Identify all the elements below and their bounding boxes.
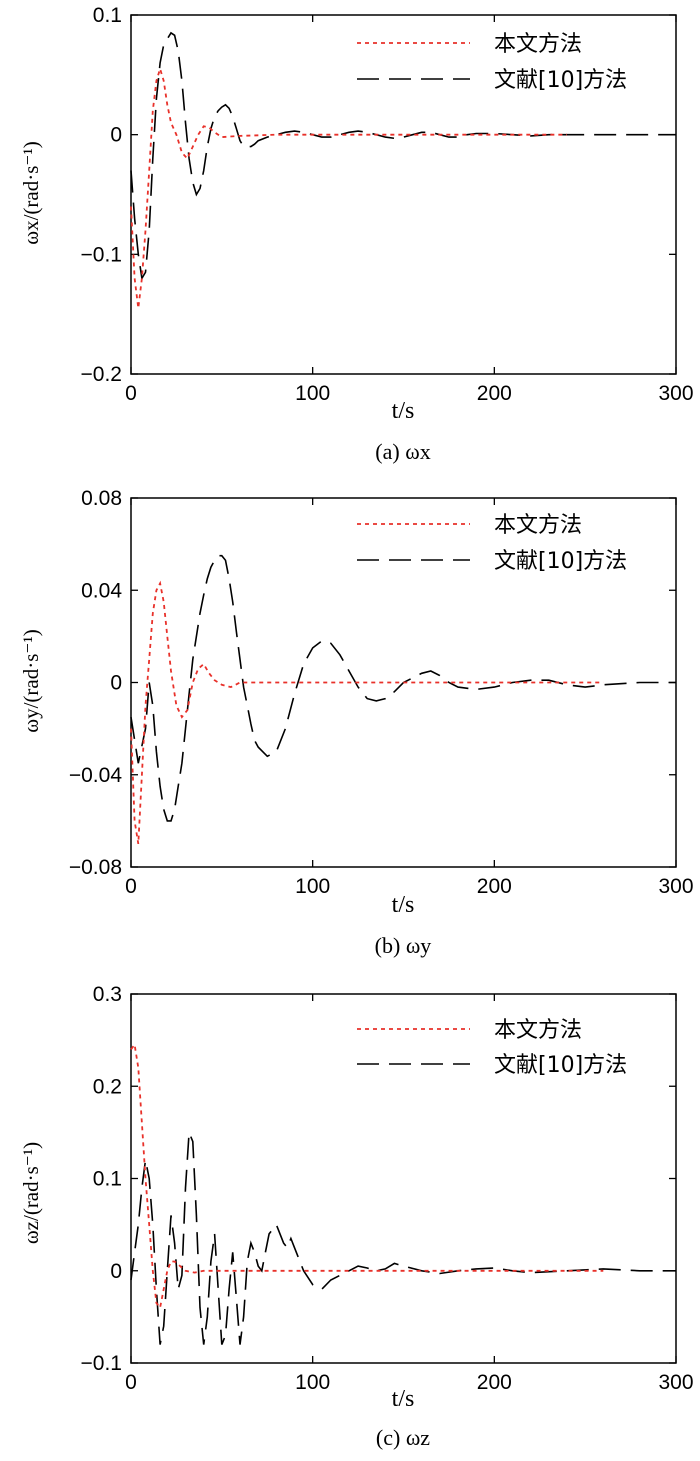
- y-axis-label: ωx/(rad·s⁻¹): [19, 141, 43, 245]
- axes-frame: [130, 14, 677, 375]
- subplot-a: 0 100 200 300 −0.2 −0.1 0 0.1 本文方法 文献[10]方法 t/s…: [0, 0, 700, 487]
- x-tick-label: 0: [125, 875, 137, 898]
- series-line-reference: [130, 1132, 676, 1345]
- y-tick-label: 0: [110, 1260, 122, 1283]
- x-tick-label: 200: [477, 875, 512, 898]
- x-tick-label: 200: [477, 1371, 512, 1394]
- series-line-proposed: [130, 65, 567, 309]
- axes-frame: [130, 993, 677, 1364]
- y-tick-label: 0: [110, 124, 122, 147]
- legend-proposed-label: 本文方法: [494, 32, 582, 57]
- series-line-reference: [130, 31, 676, 281]
- legend-reference-label: 文献[10]方法: [494, 549, 627, 574]
- subplot-caption: (a) ωx: [375, 439, 430, 464]
- y-tick-label: −0.04: [69, 764, 122, 787]
- y-tick-label: 0.3: [93, 983, 122, 1006]
- subplot-caption: (b) ωy: [375, 933, 432, 958]
- y-tick-label: −0.2: [81, 363, 122, 386]
- subplot-b: 0 100 200 300 −0.08 −0.04 0 0.04 0.08 本文方法 文献[10…: [0, 487, 700, 974]
- legend-c: 本文方法 文献[10]方法: [357, 1018, 627, 1078]
- y-tick-label: 0.2: [93, 1075, 122, 1098]
- x-tick-label: 0: [125, 382, 137, 405]
- y-tick-label: −0.08: [69, 856, 122, 879]
- series-line-proposed: [130, 1042, 604, 1310]
- legend-a: 本文方法 文献[10]方法: [357, 32, 627, 93]
- y-tick-label: 0.1: [93, 1168, 122, 1191]
- legend-reference-label: 文献[10]方法: [494, 68, 627, 93]
- legend-proposed-label: 本文方法: [494, 1018, 582, 1043]
- y-tick-label: 0.04: [81, 579, 122, 602]
- y-tick-label: −0.1: [81, 243, 122, 266]
- x-tick-label: 100: [295, 382, 330, 405]
- x-axis-label: t/s: [392, 398, 415, 424]
- series-line-reference: [130, 554, 676, 822]
- plot-area-c: 0 100 200 300−0.100.10.20.3: [81, 983, 694, 1394]
- legend-b: 本文方法 文献[10]方法: [357, 513, 627, 574]
- x-tick-label: 300: [658, 875, 693, 898]
- chart-a-svg: 0 100 200 300 −0.2 −0.1 0 0.1 本文方法 文献[10]方法 t/s…: [19, 4, 694, 464]
- subplot-c: 0 100 200 300 −0.1 0 0.1 0.2 0.3 本文方法 文献[10]方法 t…: [0, 974, 700, 1461]
- x-tick-label: 300: [658, 1371, 693, 1394]
- chart-b-svg: 0 100 200 300 −0.08 −0.04 0 0.04 0.08 本文方法 文献[10…: [19, 487, 694, 958]
- plot-area-b: 0 100 200 300 −0.08 −0.04 0 0.04 0.08: [69, 487, 694, 898]
- legend-reference-label: 文献[10]方法: [494, 1053, 627, 1078]
- plot-area-a: 0 100 200 300 −0.2 −0.1 0 0.1: [81, 4, 694, 405]
- x-tick-label: 0: [125, 1371, 137, 1394]
- legend-proposed-label: 本文方法: [494, 513, 582, 538]
- chart-c-svg: 0 100 200 300−0.100.10.20.3 本文方法 文献[10]方法 t…: [19, 983, 694, 1450]
- x-tick-label: 100: [295, 875, 330, 898]
- x-tick-label: 100: [295, 1371, 330, 1394]
- y-tick-label: 0: [110, 672, 122, 695]
- y-axis-label: ωz/(rad·s⁻¹): [19, 1142, 43, 1244]
- subplot-caption: (c) ωz: [376, 1425, 430, 1450]
- y-tick-label: 0.1: [93, 4, 122, 27]
- y-axis-label: ωy/(rad·s⁻¹): [19, 629, 43, 733]
- x-tick-label: 300: [658, 382, 693, 405]
- x-axis-label: t/s: [392, 892, 415, 918]
- x-axis-label: t/s: [392, 1386, 415, 1412]
- x-tick-label: 200: [477, 382, 512, 405]
- series-line-proposed: [130, 580, 604, 845]
- y-tick-label: −0.1: [81, 1352, 122, 1375]
- y-tick-label: 0.08: [81, 487, 122, 510]
